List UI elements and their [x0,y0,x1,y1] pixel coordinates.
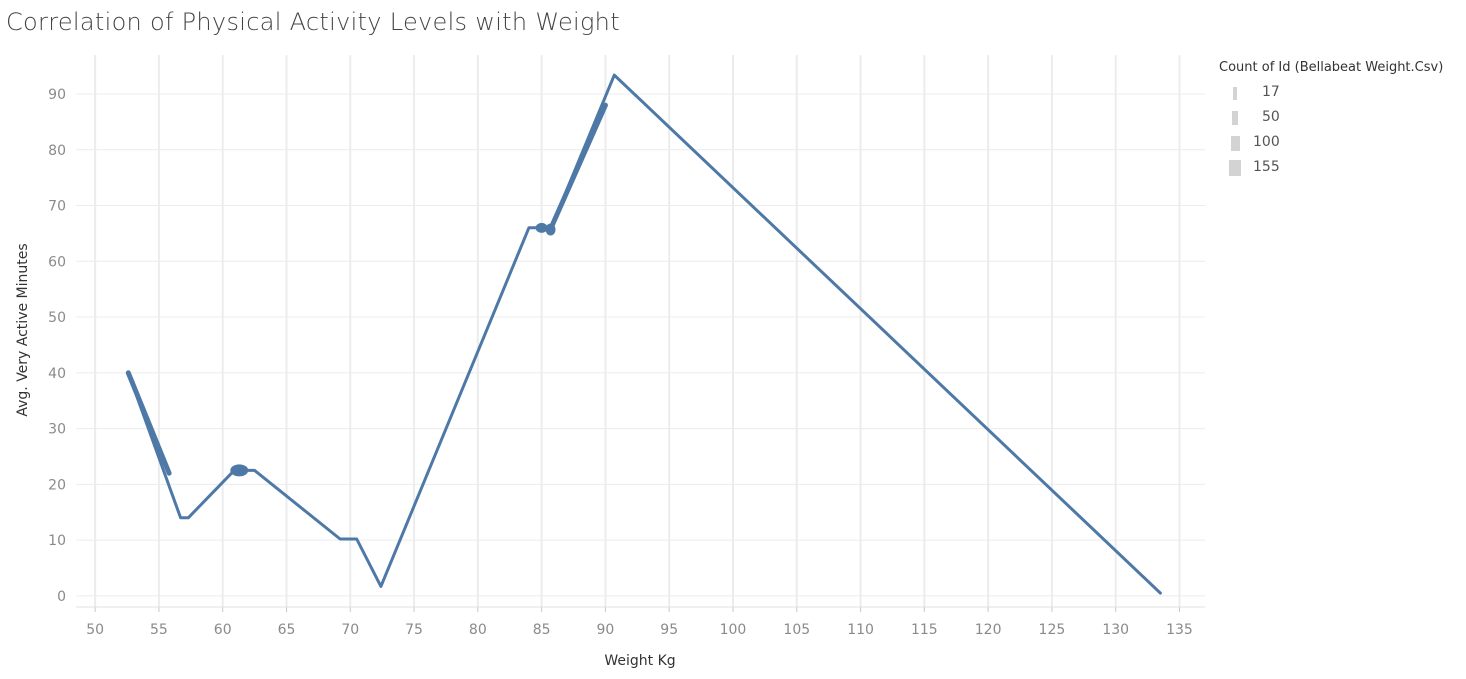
series-layer [125,73,1162,595]
x-tick-label: 75 [405,622,423,638]
x-tick-label: 60 [214,622,232,638]
x-tick-label: 95 [660,622,678,638]
x-axis-label: Weight Kg [604,653,675,669]
legend-item: 17 [1219,79,1443,104]
y-tick-label: 50 [48,310,66,326]
x-tick-label: 90 [597,622,615,638]
x-tick-label: 55 [150,622,168,638]
x-tick-label: 125 [1039,622,1066,638]
y-tick-label: 20 [48,477,66,493]
x-tick-label: 85 [533,622,551,638]
x-tick-label: 80 [469,622,487,638]
legend-item: 155 [1219,154,1443,179]
chart-title: Correlation of Physical Activity Levels … [6,8,620,36]
data-point-mark [535,222,548,233]
x-tick-label: 115 [911,622,938,638]
x-tick-label: 70 [341,622,359,638]
y-tick-label: 40 [48,366,66,382]
axes: 50 55 60 65 70 75 80 85 90 95 100 105 110 115 120 125 13… [48,87,1205,638]
x-tick-label: 130 [1102,622,1129,638]
legend-label: 17 [1262,84,1280,100]
series-line [126,73,1162,595]
legend-label: 50 [1262,109,1280,125]
thick-segment-mark [125,370,172,476]
legend-size-swatch [1230,135,1240,151]
legend-size-swatch [1233,86,1237,100]
x-tick-label: 100 [720,622,747,638]
legend-size-swatch [1229,160,1241,176]
legend-title: Count of Id (Bellabeat Weight.Csv) [1219,60,1444,75]
y-axis-label: Avg. Very Active Minutes [15,243,31,416]
legend-item: 100 [1219,129,1443,154]
legend-items: 17 50 100 155 [1219,79,1443,179]
x-tick-label: 120 [975,622,1002,638]
y-tick-label: 30 [48,422,66,438]
y-tick-label: 0 [57,589,66,605]
legend: Count of Id (Bellabeat Weight.Csv) 17 50 1… [1219,60,1443,179]
data-point-mark [230,464,249,477]
grid-lines [76,55,1205,607]
y-tick-label: 10 [48,533,66,549]
legend-item: 50 [1219,104,1443,129]
y-tick-label: 80 [48,143,66,159]
legend-label: 100 [1253,134,1280,150]
x-tick-label: 50 [86,622,104,638]
x-tick-label: 65 [278,622,296,638]
thick-segment-mark [548,102,608,232]
x-tick-label: 135 [1166,622,1193,638]
x-tick-label: 105 [783,622,810,638]
legend-label: 155 [1253,159,1280,175]
y-tick-label: 70 [48,199,66,215]
y-tick-label: 60 [48,254,66,270]
x-tick-label: 110 [847,622,874,638]
y-tick-label: 90 [48,87,66,103]
legend-size-swatch [1232,111,1238,125]
